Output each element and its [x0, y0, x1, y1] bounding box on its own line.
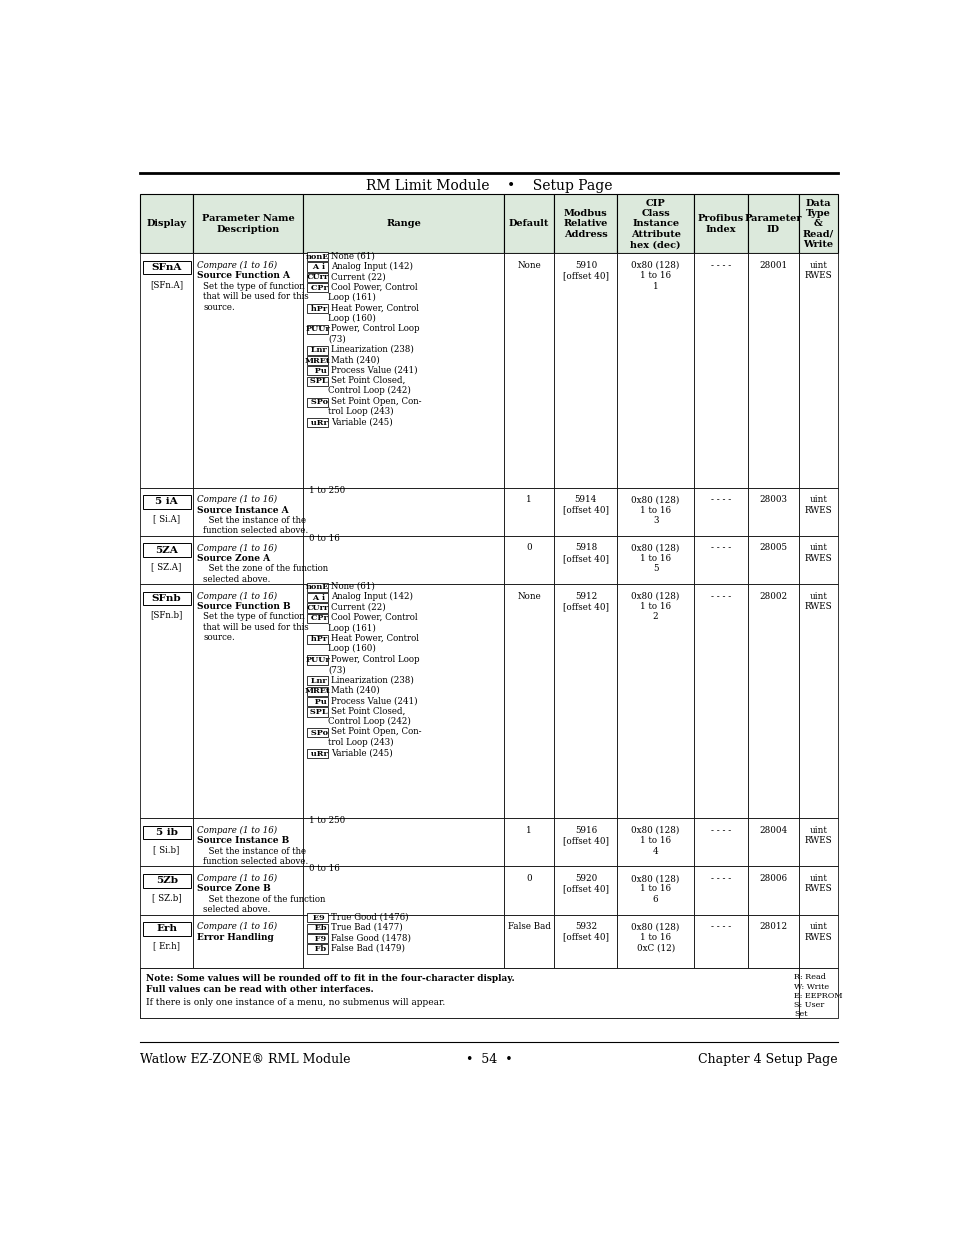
Text: 0x80 (128)
1 to 16
4: 0x80 (128) 1 to 16 4	[631, 826, 679, 856]
Bar	[617, 867, 693, 915]
Bar	[693, 194, 747, 253]
Bar	[307, 304, 328, 314]
Text: SPL: SPL	[307, 378, 328, 385]
Bar	[307, 748, 328, 758]
Text: - - - -: - - - -	[710, 592, 730, 600]
Text: - - - -: - - - -	[710, 495, 730, 504]
Bar	[747, 818, 799, 867]
Text: Set the type of function: Set the type of function	[203, 282, 305, 290]
Text: 0x80 (128)
1 to 16
2: 0x80 (128) 1 to 16 2	[631, 592, 679, 621]
Bar	[747, 536, 799, 584]
Text: SFnA: SFnA	[152, 263, 182, 272]
Bar	[693, 818, 747, 867]
Text: Pu: Pu	[309, 698, 326, 705]
Bar	[193, 818, 303, 867]
Bar	[799, 584, 837, 818]
Text: If there is only one instance of a menu, no submenus will appear.: If there is only one instance of a menu,…	[146, 998, 444, 1008]
Bar	[307, 398, 328, 406]
Bar	[693, 968, 747, 1019]
Text: 5914
[offset 40]: 5914 [offset 40]	[562, 495, 608, 515]
Bar	[307, 656, 328, 664]
Bar	[307, 346, 328, 354]
Bar	[693, 584, 747, 818]
Text: trol Loop (243): trol Loop (243)	[328, 737, 394, 747]
Text: Set Point Open, Con-: Set Point Open, Con-	[331, 727, 421, 736]
Bar	[554, 488, 617, 536]
Bar	[307, 913, 328, 923]
Bar	[693, 536, 747, 584]
Text: False Bad (1479): False Bad (1479)	[331, 944, 405, 952]
Bar	[193, 867, 303, 915]
Text: 0: 0	[526, 543, 531, 552]
Bar	[554, 584, 617, 818]
Text: R: Read
W: Write
E: EEPROM
S: User
Set: R: Read W: Write E: EEPROM S: User Set	[794, 973, 841, 1019]
Bar	[554, 818, 617, 867]
Text: Source Function A: Source Function A	[197, 272, 290, 280]
Bar	[307, 252, 328, 261]
Text: Compare (1 to 16): Compare (1 to 16)	[197, 874, 277, 883]
Bar	[747, 194, 799, 253]
Text: 0: 0	[526, 874, 531, 883]
Text: None: None	[517, 261, 540, 270]
Bar	[307, 273, 328, 282]
Text: CUrr: CUrr	[306, 604, 329, 613]
Bar	[193, 968, 303, 1019]
Bar	[140, 968, 799, 1019]
Bar	[799, 968, 837, 1019]
Text: None: None	[517, 592, 540, 600]
Text: Analog Input (142): Analog Input (142)	[331, 262, 413, 270]
Text: 1: 1	[526, 495, 531, 504]
Text: Erh: Erh	[156, 925, 177, 934]
Text: Compare (1 to 16): Compare (1 to 16)	[197, 543, 277, 552]
Text: nonE: nonE	[306, 583, 329, 592]
Text: uRr: uRr	[308, 419, 327, 427]
Text: nonE: nonE	[306, 253, 329, 261]
Text: Control Loop (242): Control Loop (242)	[328, 387, 411, 395]
Bar	[503, 968, 554, 1019]
Bar	[747, 584, 799, 818]
Bar	[307, 697, 328, 706]
Text: 28001: 28001	[759, 261, 787, 270]
Text: Compare (1 to 16): Compare (1 to 16)	[197, 923, 277, 931]
Bar	[503, 915, 554, 968]
Text: selected above.: selected above.	[203, 905, 271, 914]
Text: Process Value (241): Process Value (241)	[331, 366, 417, 374]
Text: None (61): None (61)	[331, 582, 375, 590]
Text: Range: Range	[386, 220, 420, 228]
Bar	[307, 367, 328, 375]
Bar	[554, 867, 617, 915]
Bar	[307, 924, 328, 932]
Text: MREt: MREt	[305, 687, 330, 695]
Text: 5920
[offset 40]: 5920 [offset 40]	[562, 874, 608, 893]
Text: Parameter
ID: Parameter ID	[744, 214, 801, 233]
Text: Loop (160): Loop (160)	[328, 645, 375, 653]
Text: Error Handling: Error Handling	[197, 932, 274, 941]
Bar	[307, 262, 328, 272]
Bar	[307, 325, 328, 333]
Text: •  54  •: • 54 •	[465, 1052, 512, 1066]
Text: Lnr: Lnr	[308, 677, 327, 684]
Bar	[617, 194, 693, 253]
Text: True Bad (1477): True Bad (1477)	[331, 923, 402, 932]
Text: [SFn.b]: [SFn.b]	[151, 610, 183, 620]
Bar	[307, 687, 328, 695]
Bar	[303, 488, 503, 536]
Text: 1 to 250: 1 to 250	[309, 485, 345, 494]
Bar	[193, 488, 303, 536]
Text: [ SZ.A]: [ SZ.A]	[152, 562, 182, 572]
Text: Set the instance of the: Set the instance of the	[203, 847, 306, 856]
Text: Source Instance B: Source Instance B	[197, 836, 289, 845]
Bar	[303, 253, 503, 488]
Bar	[303, 818, 503, 867]
Text: SPo: SPo	[307, 729, 328, 737]
Text: 28003: 28003	[759, 495, 786, 504]
Bar	[693, 488, 747, 536]
Bar	[747, 253, 799, 488]
Bar	[303, 968, 503, 1019]
Text: function selected above.: function selected above.	[203, 526, 308, 536]
Text: Profibus
Index: Profibus Index	[697, 214, 743, 233]
Text: Set thezone of the function: Set thezone of the function	[203, 895, 325, 904]
Bar	[693, 867, 747, 915]
Text: trol Loop (243): trol Loop (243)	[328, 408, 394, 416]
Text: Set the zone of the function: Set the zone of the function	[203, 564, 328, 573]
